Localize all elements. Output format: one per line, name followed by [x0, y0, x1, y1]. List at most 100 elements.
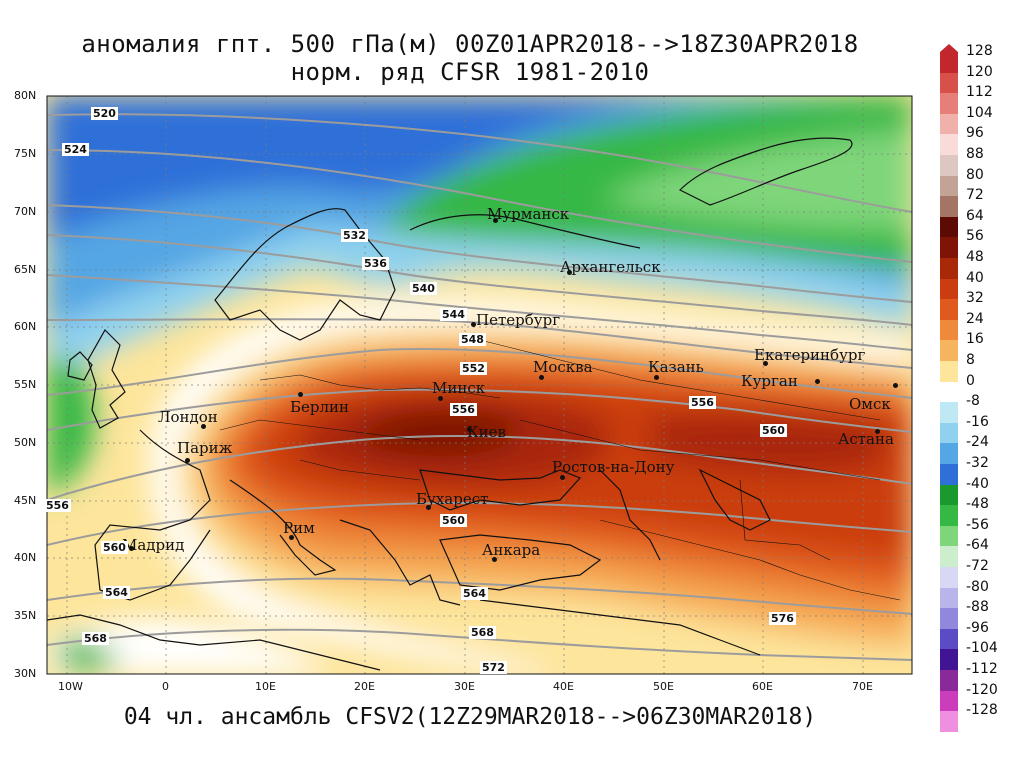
colorbar-swatch: [940, 443, 958, 465]
colorbar-label: 16: [966, 331, 984, 348]
city-label: Мадрид: [122, 536, 185, 554]
lat-label: 80N: [14, 89, 37, 102]
colorbar-label: 0: [966, 372, 975, 389]
lat-label: 30N: [14, 667, 37, 680]
colorbar-swatch: [940, 237, 958, 259]
contour-label: 560: [440, 514, 467, 527]
contour-label: 560: [101, 541, 128, 554]
colorbar-label: 32: [966, 290, 984, 307]
contour-label: 568: [469, 626, 496, 639]
colorbar-swatch: [940, 216, 958, 238]
colorbar-swatch: [940, 464, 958, 486]
colorbar-swatch: [940, 258, 958, 280]
contour-label: 548: [459, 333, 486, 346]
lat-label: 70N: [14, 205, 37, 218]
colorbar-label: 56: [966, 228, 984, 245]
city-dot: [567, 270, 572, 275]
lat-label: 75N: [14, 147, 37, 160]
colorbar-label: -24: [966, 434, 989, 451]
city-label: Киев: [467, 423, 506, 441]
city-dot: [426, 505, 431, 510]
colorbar-label: 120: [966, 63, 993, 80]
city-label: Минск: [432, 379, 486, 397]
colorbar-swatch: [940, 175, 958, 197]
contour-label: 572: [480, 661, 507, 674]
colorbar-label: -112: [966, 661, 998, 677]
colorbar-swatch: [940, 134, 958, 156]
colorbar-swatch: [940, 381, 958, 403]
lat-label: 55N: [14, 378, 37, 391]
colorbar-label: -32: [966, 455, 989, 471]
colorbar-label: -80: [966, 578, 989, 595]
colorbar-swatch: [940, 422, 958, 444]
colorbar-label: 112: [966, 84, 993, 101]
contour-label: 544: [440, 308, 467, 321]
colorbar-label: -64: [966, 537, 989, 554]
colorbar-swatch: [940, 670, 958, 692]
lon-label: 30E: [454, 680, 475, 693]
city-label: Москва: [533, 358, 593, 376]
city-label: Париж: [177, 439, 233, 457]
colorbar-label: -104: [966, 640, 998, 657]
city-dot: [289, 535, 294, 540]
colorbar-swatch: [940, 319, 958, 341]
colorbar-label: -40: [966, 475, 989, 492]
colorbar-label: 88: [966, 146, 984, 162]
city-label: Астана: [838, 430, 894, 448]
colorbar-swatch: [940, 52, 958, 74]
colorbar-label: -96: [966, 619, 989, 636]
map-footer: 04 чл. ансамбль CFSV2(12Z29MAR2018-->06Z…: [123, 704, 817, 730]
city-dot: [654, 375, 659, 380]
colorbar-swatch: [940, 608, 958, 630]
colorbar-label: -88: [966, 599, 989, 616]
colorbar-swatch: [940, 196, 958, 218]
lon-label: 60E: [752, 680, 773, 693]
city-dot: [185, 458, 190, 463]
contour-label: 520: [91, 107, 118, 120]
colorbar-label: 104: [966, 104, 993, 121]
colorbar-swatch: [940, 402, 958, 424]
colorbar-swatch: [940, 567, 958, 589]
colorbar-label: -8: [966, 393, 980, 410]
city-label: Архангельск: [560, 258, 661, 276]
colorbar-label: -16: [966, 413, 989, 430]
contour-label: 532: [341, 229, 368, 242]
colorbar-label: -120: [966, 681, 998, 698]
lat-label: 65N: [14, 263, 37, 276]
city-label: Анкара: [482, 541, 541, 559]
colorbar-swatch: [940, 340, 958, 362]
colorbar-swatch: [940, 361, 958, 383]
lon-label: 0: [162, 680, 169, 693]
colorbar-label: 24: [966, 310, 984, 327]
city-label: Ростов-на-Дону: [552, 458, 675, 476]
city-dot: [893, 383, 898, 388]
colorbar-label: 96: [966, 125, 984, 142]
colorbar-label: -48: [966, 496, 989, 513]
contour-label: 540: [410, 282, 437, 295]
colorbar-label: -72: [966, 558, 989, 574]
colorbar-label: -128: [966, 702, 998, 719]
city-label: Омск: [849, 395, 891, 413]
colorbar-swatch: [940, 690, 958, 712]
colorbar-swatch: [940, 505, 958, 527]
lat-label: 45N: [14, 494, 37, 507]
contour-label: 564: [103, 586, 130, 599]
lat-label: 40N: [14, 551, 37, 564]
city-dot: [471, 322, 476, 327]
city-label: Лондон: [158, 408, 218, 426]
colorbar-swatch: [940, 628, 958, 650]
lon-label: 10E: [255, 680, 276, 693]
city-dot: [493, 218, 498, 223]
colorbar-swatch: [940, 546, 958, 568]
colorbar-swatch: [940, 525, 958, 547]
city-dot: [467, 427, 472, 432]
colorbar-swatch: [940, 711, 958, 733]
colorbar-swatch: [940, 113, 958, 135]
city-dot: [560, 475, 565, 480]
city-label: Казань: [648, 358, 704, 376]
city-label: Курган: [741, 372, 798, 390]
city-dot: [492, 557, 497, 562]
city-label: Берлин: [290, 398, 350, 416]
lat-label: 60N: [14, 320, 37, 333]
colorbar-swatch: [940, 72, 958, 94]
